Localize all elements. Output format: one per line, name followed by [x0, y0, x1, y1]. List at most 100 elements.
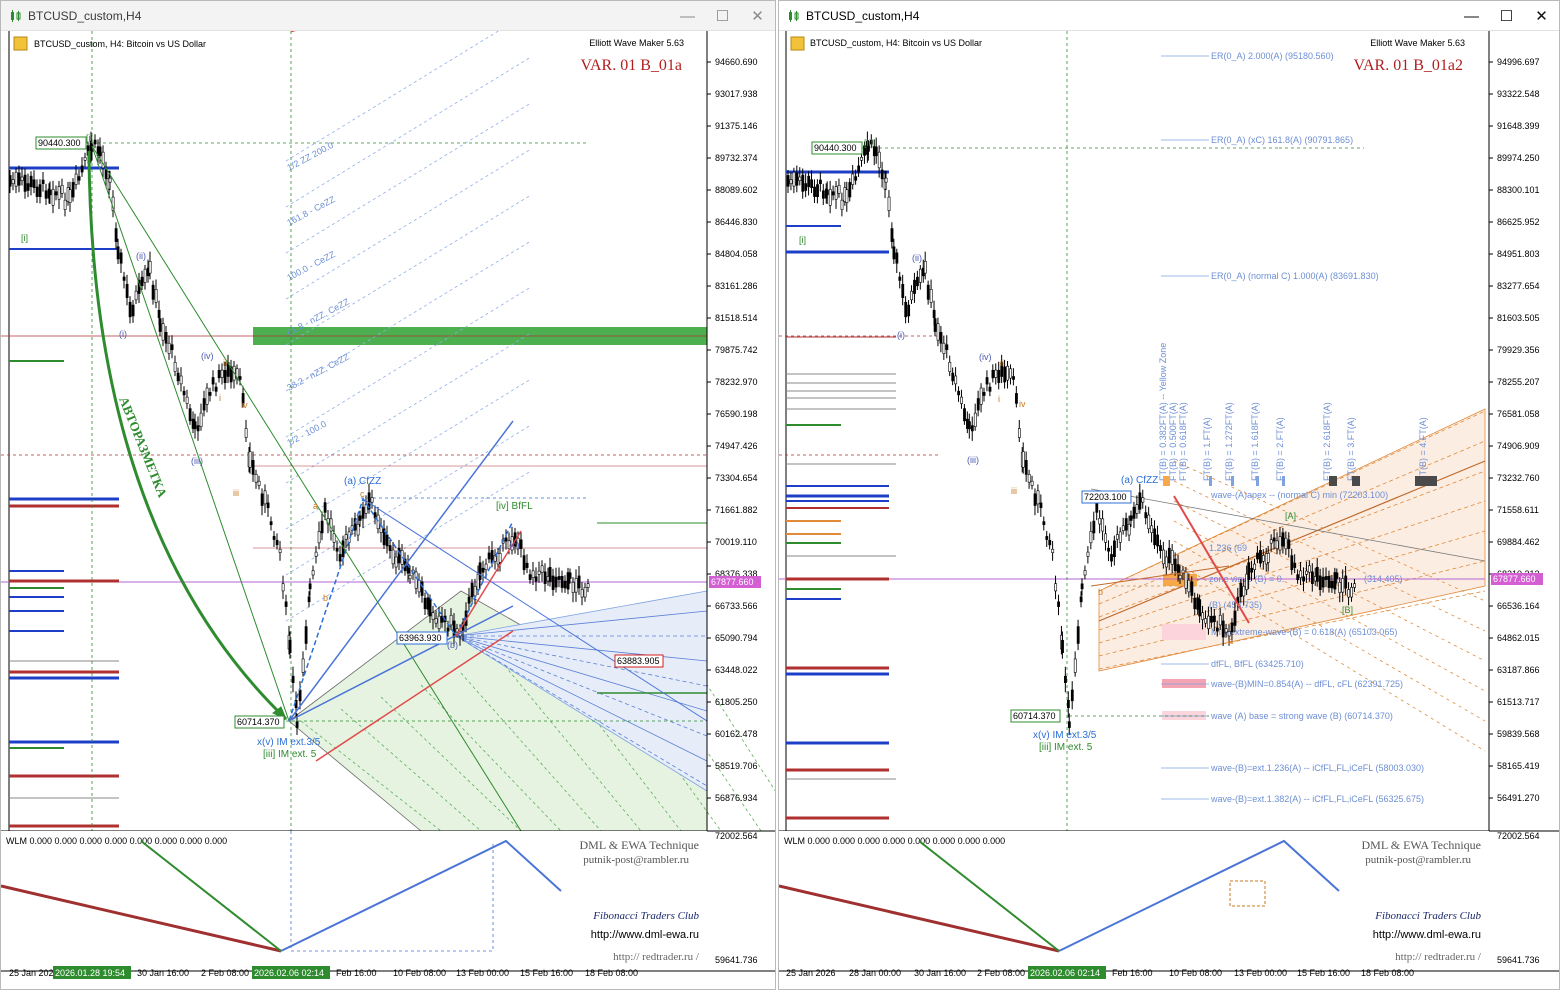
candle-bear	[963, 408, 966, 422]
channel-mid	[362, 498, 708, 722]
candle-bear	[1132, 506, 1136, 519]
candle-bear	[193, 421, 197, 430]
wave-label: iv	[241, 400, 248, 410]
candle-bear	[1113, 540, 1116, 558]
candle-bear	[284, 601, 288, 607]
wave-a-b-c	[288, 497, 514, 722]
minimize-button[interactable]: —	[1464, 7, 1479, 25]
candle-bear	[266, 502, 270, 509]
low-price-box	[1010, 709, 1061, 723]
date-tick-label: 25 Jan 2026	[786, 968, 836, 978]
mid-price-label: 63963.930	[399, 633, 442, 643]
wave-label: x(v) IM ext.3/5	[1033, 730, 1097, 741]
candle-bull	[1147, 514, 1151, 530]
candle-bear	[1173, 558, 1177, 572]
red-channel-1	[315, 630, 514, 762]
wave-line-label: wave-(B)=ext.1.236(A) -- iCfFL,FL,iCeFL …	[1210, 763, 1424, 773]
chart-window-left[interactable]: BTCUSD_custom,H4 — ☐ ✕ 1/2 ZZ 200.0 161.8…	[0, 0, 776, 990]
fib-marker	[1231, 476, 1234, 486]
candle-bull	[1218, 614, 1222, 626]
price-chart-right[interactable]: ER(0_A) 2.000(A) (95180.560) ER(0_A) (xC)…	[779, 31, 1559, 989]
candle-bull	[498, 553, 502, 563]
candle-bear	[367, 492, 371, 510]
maximize-button[interactable]: ☐	[715, 8, 730, 25]
candle-bull	[1178, 575, 1182, 580]
candle-bear	[870, 139, 873, 145]
minimize-button[interactable]: —	[680, 7, 695, 25]
wave-line-label: wave-(A)apex -- (normal C) min (72203.10…	[1210, 490, 1388, 500]
candle-bear	[1281, 532, 1285, 547]
candle-bull	[408, 575, 412, 580]
candle-bull	[583, 587, 587, 598]
wave-label: (ii)	[912, 253, 922, 263]
candle-bull	[63, 199, 67, 210]
wave-label: x(v) IM ext.3/5	[257, 737, 321, 748]
candle-bull	[254, 474, 258, 483]
candle-bear	[440, 615, 444, 623]
candle-bear	[241, 393, 245, 404]
candle-bear	[80, 165, 84, 173]
candle-bull	[1101, 518, 1105, 532]
candle-bear	[217, 369, 221, 379]
candle-bull	[1275, 540, 1279, 549]
candle-bear	[810, 179, 814, 188]
vertical-fib-label: FT(B) = 0.382FT(A) -- Yellow Zone	[1158, 343, 1168, 481]
channel-upper	[288, 420, 514, 722]
candle-bull	[828, 189, 832, 206]
price-tick-label: 78255.207	[1497, 377, 1540, 387]
candle-bear	[933, 318, 937, 332]
candle-bull	[1253, 563, 1256, 571]
candle-bear	[786, 175, 790, 187]
date-highlight-label: 2026.02.06 02:14	[254, 968, 324, 978]
variant-label: VAR. 01 B_01a2	[1354, 57, 1464, 74]
candle-bull	[1162, 549, 1165, 565]
candle-bear	[1124, 518, 1128, 531]
maximize-button[interactable]: ☐	[1499, 8, 1514, 25]
candle-bear	[939, 332, 943, 344]
candle-bear	[543, 571, 547, 584]
wave-line-label: wave (A) base = strong wave (B) (60714.3…	[1210, 711, 1393, 721]
price-tick-label: 93017.938	[715, 89, 758, 99]
candle-bear	[913, 279, 916, 294]
date-tick-label: 30 Jan 16:00	[914, 968, 966, 978]
candle-bear	[1012, 376, 1015, 380]
candle-bull	[1030, 480, 1034, 486]
high-price-label: 90440.300	[814, 143, 857, 153]
candle-bull	[1127, 523, 1131, 536]
current-price-label: 67877.660	[1493, 574, 1536, 584]
wave-line-label: 1.236 (69	[1209, 543, 1247, 553]
candle-bear	[320, 520, 324, 534]
candle-bull	[473, 585, 477, 597]
candle-bull	[1201, 612, 1205, 620]
candle-bear	[901, 284, 905, 298]
vertical-fib-label: FT(B) = 2.FT(A)	[1275, 417, 1285, 481]
candle-bull	[1341, 578, 1345, 593]
close-button[interactable]: ✕	[751, 8, 764, 25]
candle-bull	[936, 323, 940, 341]
candle-bear	[131, 304, 135, 317]
window-titlebar[interactable]: BTCUSD_custom,H4 — ☐ ✕	[779, 1, 1559, 31]
candle-bear	[182, 390, 186, 396]
candle-bull	[20, 176, 24, 182]
price-tick-label: 89732.374	[715, 153, 758, 163]
window-titlebar[interactable]: BTCUSD_custom,H4 — ☐ ✕	[1, 1, 775, 31]
candle-bull	[185, 396, 189, 404]
candle-bear	[831, 191, 835, 196]
candle-bull	[860, 156, 864, 161]
candle-bull	[329, 518, 333, 532]
candle-bull	[1266, 553, 1270, 563]
date-tick-label: 10 Feb 08:00	[1169, 968, 1222, 978]
close-button[interactable]: ✕	[1535, 8, 1548, 25]
low-price-label: 60714.370	[237, 717, 280, 727]
date-tick-label: Feb 16:00	[1112, 968, 1153, 978]
candle-bull	[244, 428, 248, 438]
candle-bear	[202, 398, 206, 411]
candle-bull	[317, 531, 321, 544]
candle-bear	[1064, 675, 1067, 683]
candle-bull	[954, 375, 958, 385]
candle-bull	[1245, 573, 1249, 590]
chart-window-right[interactable]: BTCUSD_custom,H4 — ☐ ✕ ER(0_A) 2.000(A) …	[778, 0, 1560, 990]
wave-label: [iii] IM ext. 5	[1039, 742, 1093, 753]
candle-bull	[1104, 533, 1108, 543]
